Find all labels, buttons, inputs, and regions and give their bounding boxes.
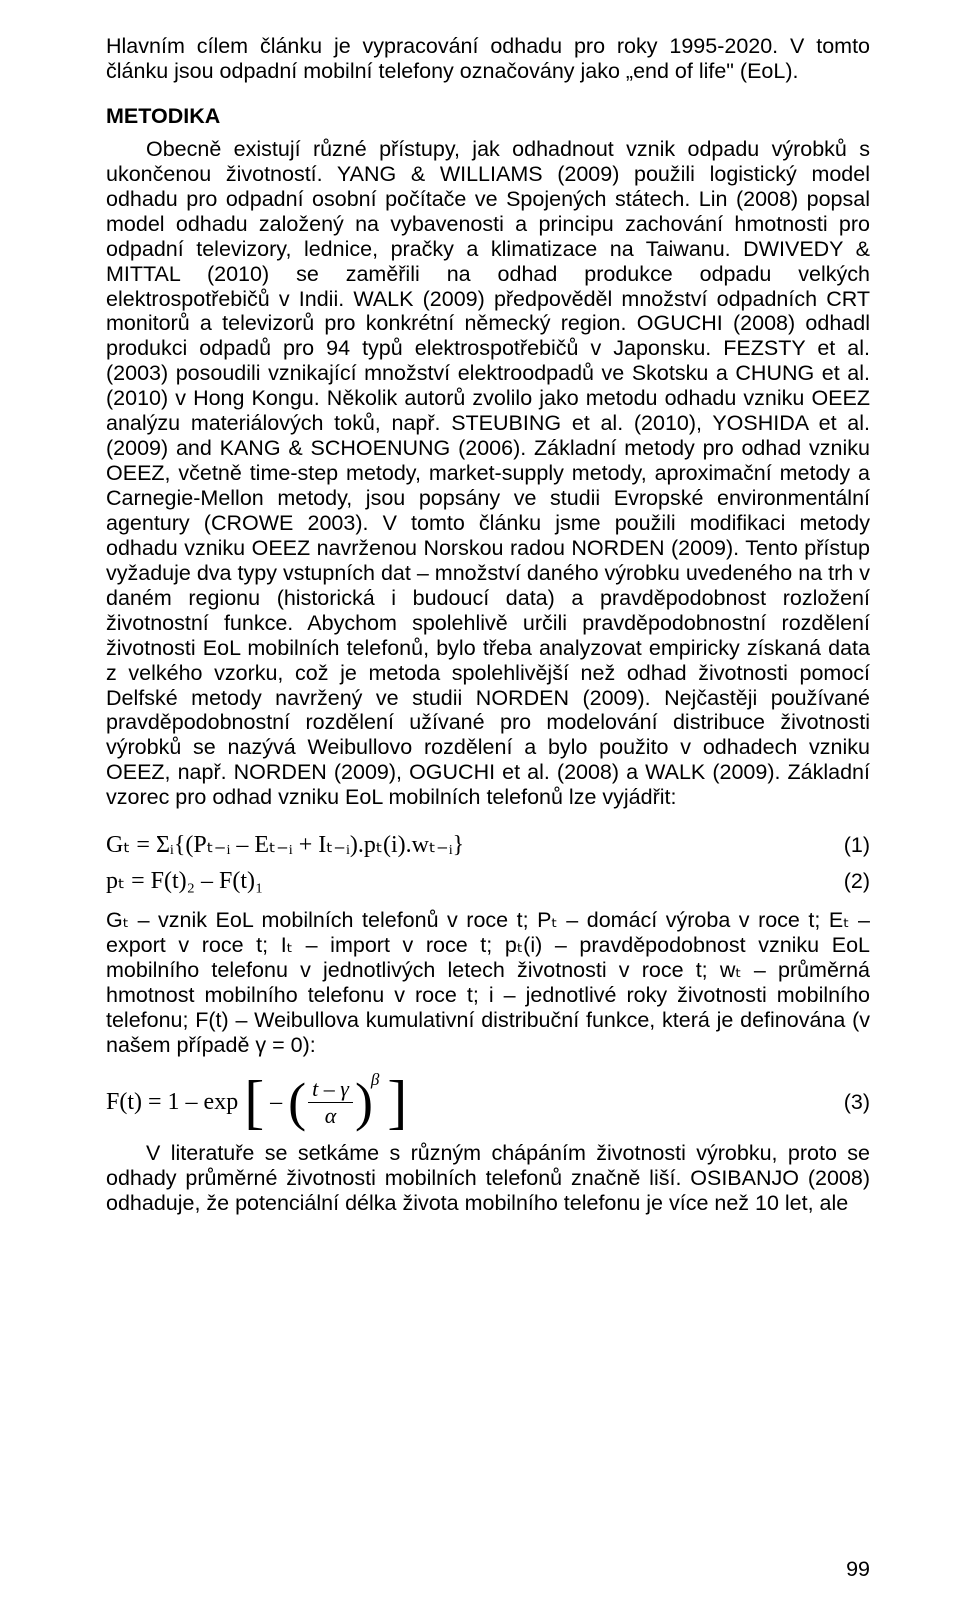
equation-2: pₜ = F(t)₂ – F(t)₁ (2)	[106, 866, 870, 896]
page: Hlavním cílem článku je vypracování odha…	[0, 0, 960, 1610]
eq1-expression: Gₜ = Σᵢ{(Pₜ₋ᵢ – Eₜ₋ᵢ + Iₜ₋ᵢ).pₜ(i).wₜ₋ᵢ}	[106, 830, 464, 860]
bracket-right-icon: ]	[387, 1078, 407, 1126]
closing-paragraph: V literatuře se setkáme s různým chápání…	[106, 1141, 870, 1216]
equation-3: F(t) = 1 – exp [ – ( t – γ α ) β ] (3)	[106, 1078, 870, 1127]
equation-1: Gₜ = Σᵢ{(Pₜ₋ᵢ – Eₜ₋ᵢ + Iₜ₋ᵢ).pₜ(i).wₜ₋ᵢ}…	[106, 830, 870, 860]
eq2-expression: pₜ = F(t)₂ – F(t)₁	[106, 866, 263, 896]
body-text-3: V literatuře se setkáme s různým chápání…	[106, 1141, 870, 1215]
paren-left-icon: (	[288, 1081, 306, 1124]
eq3-prefix: F(t) = 1 – exp	[106, 1089, 238, 1116]
intro-paragraph: Hlavním cílem článku je vypracování odha…	[106, 34, 870, 84]
variables-paragraph: Gₜ – vznik EoL mobilních telefonů v roce…	[106, 908, 870, 1058]
body-text-1: Obecně existují různé přístupy, jak odha…	[106, 137, 870, 809]
eq3-number: (3)	[844, 1090, 870, 1115]
frac-denominator: α	[325, 1103, 337, 1127]
eq1-number: (1)	[844, 832, 870, 859]
methodology-paragraph: Obecně existují různé přístupy, jak odha…	[106, 137, 870, 810]
frac-numerator: t – γ	[308, 1078, 353, 1103]
fraction: t – γ α	[308, 1078, 353, 1127]
eq3-exponent: β	[371, 1070, 379, 1090]
bracket-left-icon: [	[244, 1078, 264, 1126]
eq2-number: (2)	[844, 868, 870, 895]
section-heading: METODIKA	[106, 104, 870, 129]
page-number: 99	[846, 1557, 870, 1582]
eq3-expression: F(t) = 1 – exp [ – ( t – γ α ) β ]	[106, 1078, 407, 1127]
equation-block: Gₜ = Σᵢ{(Pₜ₋ᵢ – Eₜ₋ᵢ + Iₜ₋ᵢ).pₜ(i).wₜ₋ᵢ}…	[106, 830, 870, 896]
